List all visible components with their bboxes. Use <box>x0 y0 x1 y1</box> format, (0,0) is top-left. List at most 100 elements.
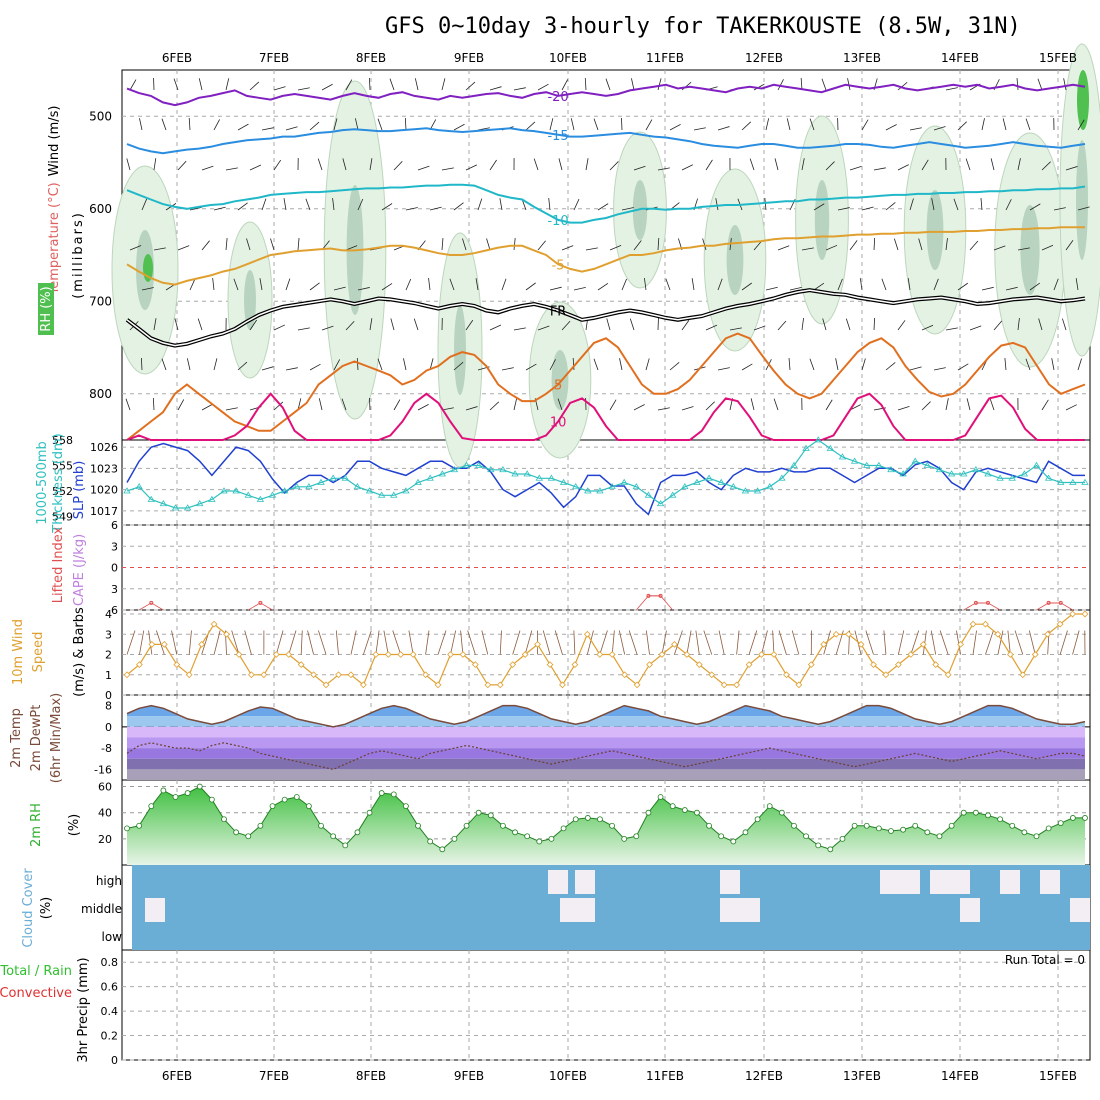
rh-label: RH (%) <box>39 286 54 331</box>
wind10m-point <box>683 651 691 658</box>
precip-tick-1: 0.2 <box>101 1030 119 1043</box>
wind10m-barb <box>1007 630 1011 655</box>
cloud-level-1: middle <box>81 902 122 916</box>
precip-conv-label: Convective <box>0 986 72 1001</box>
wind10m-barb <box>1028 630 1036 655</box>
upper-barb <box>462 238 467 251</box>
upper-barb <box>585 247 598 251</box>
date-bottom-2: 8FEB <box>356 1069 386 1083</box>
wind10m-barb <box>363 630 372 655</box>
upper-barb <box>355 118 359 131</box>
upper-barb <box>764 198 767 211</box>
date-top-9: 15FEB <box>1039 51 1077 65</box>
rh-shade-mid-7 <box>814 180 830 260</box>
upper-barb <box>513 238 516 251</box>
upper-barb <box>333 359 341 371</box>
slp-tick-1: 1020 <box>90 484 118 497</box>
upper-barb <box>357 198 364 211</box>
wind10m-point <box>310 671 318 679</box>
upper-barb <box>428 278 431 291</box>
upper-barb <box>741 363 753 371</box>
cloud-block-10 <box>950 870 970 894</box>
chart-title: GFS 0~10day 3-hourly for TAKERKOUSTE (8.… <box>385 14 1021 39</box>
upper-barb <box>777 245 790 251</box>
rh2m-point <box>985 812 991 819</box>
upper-barb <box>1053 207 1066 211</box>
rh2m-point <box>888 828 894 834</box>
rh2m-point <box>403 803 409 810</box>
temp-tick-1: 0 <box>105 721 112 734</box>
rh2m-point <box>512 829 518 836</box>
upper-barb <box>405 278 412 291</box>
rh2m-point <box>560 825 567 832</box>
upper-barb <box>681 319 690 331</box>
wind10m-point <box>758 651 765 658</box>
panel-frame-wind <box>121 609 1091 696</box>
panel-frame-slp <box>121 439 1091 526</box>
rh2m-point <box>184 790 191 796</box>
upper-barb <box>249 164 262 171</box>
thickness-marker <box>620 478 628 485</box>
li-segment <box>248 602 273 611</box>
rh2m-label: 2m RH <box>29 803 44 847</box>
rh-shade-mid-9 <box>1020 205 1040 295</box>
upper-barb <box>774 158 779 171</box>
rh-shade-mid-10 <box>1076 140 1088 260</box>
upper-barb <box>893 238 899 251</box>
wind10m-barb <box>450 630 457 655</box>
wind10m-barb <box>231 630 240 655</box>
wind10m-barb <box>350 630 357 655</box>
wind10m-point <box>397 651 405 658</box>
wind10m-barb <box>460 630 464 655</box>
wind10m-barb <box>910 630 920 655</box>
wind10m-barb <box>823 630 831 655</box>
rh2m-point <box>851 822 858 829</box>
upper-barb <box>404 117 407 131</box>
upper-barb <box>897 320 906 331</box>
contour-label-1: -15 <box>547 129 568 144</box>
upper-barb <box>152 397 155 411</box>
speed-label: Speed <box>31 632 46 673</box>
wind10m-point <box>384 651 392 658</box>
wind10m-point <box>783 671 790 679</box>
rh2m-point <box>172 794 179 800</box>
rh2m-point <box>912 822 919 829</box>
upper-barb <box>825 244 838 251</box>
upper-barb <box>921 401 931 411</box>
upper-barb <box>197 318 203 331</box>
upper-barb <box>909 127 922 131</box>
upper-barb <box>189 278 196 291</box>
upper-barb <box>237 361 248 371</box>
rh2m-point <box>1021 829 1028 836</box>
rh2m-point <box>378 790 385 796</box>
wind10m-point <box>260 671 268 679</box>
upper-barb <box>297 327 310 331</box>
wind10m-point <box>957 641 964 648</box>
run-total: Run Total = 0 <box>1005 953 1085 967</box>
upper-barb <box>631 78 635 91</box>
rh2m-point <box>233 829 240 836</box>
rh-shade-mid-6 <box>726 225 744 295</box>
rh2m-point <box>1009 822 1016 829</box>
thick-tick-1: 552 <box>52 485 73 498</box>
upper-barb <box>213 358 218 371</box>
upper-barb <box>533 158 539 171</box>
rh2m-point <box>196 783 203 790</box>
upper-barb <box>513 327 526 331</box>
upper-barb <box>897 406 910 411</box>
upper-barb <box>584 77 587 91</box>
rh2m-point <box>390 791 397 798</box>
wind10m-barb <box>156 630 165 655</box>
upper-barb <box>657 167 670 171</box>
wind10m-point <box>422 671 429 679</box>
upper-barb <box>441 238 444 251</box>
upper-barb <box>1017 158 1021 171</box>
upper-barb <box>605 78 611 91</box>
rh-shade-dark-1 <box>1077 70 1089 130</box>
upper-barb <box>1037 78 1043 91</box>
wind10m-barb <box>126 630 136 655</box>
upper-barb <box>1025 118 1031 131</box>
wind10m-point <box>198 641 206 648</box>
wind10m-point <box>969 620 977 628</box>
rh2m-point <box>536 838 543 845</box>
